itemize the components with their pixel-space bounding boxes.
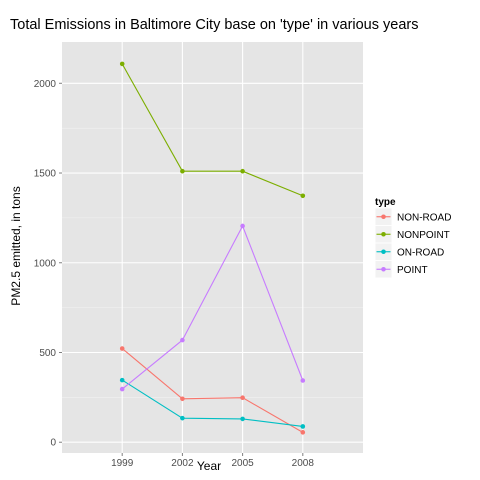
legend-label-nonpoint: NONPOINT: [397, 230, 450, 241]
legend-marker-non-road: [381, 214, 386, 220]
y-tick-label: 1500: [34, 169, 57, 180]
series-line-nonpoint: [121, 63, 304, 197]
legend-marker-on-road: [381, 249, 386, 255]
series-line-point: [121, 224, 304, 390]
data-point-nonpoint: [240, 168, 245, 174]
y-axis: 0 500 1000 1500 2000: [34, 79, 62, 449]
y-tick-label: 1000: [34, 258, 57, 269]
y-tick-label: 0: [50, 438, 56, 449]
y-tick-label: 2000: [34, 79, 57, 90]
chart-title: Total Emissions in Baltimore City base o…: [10, 17, 419, 33]
y-axis-title: PM2.5 emitted, in tons: [9, 186, 23, 305]
data-point-non-road: [119, 346, 125, 351]
data-point-point: [180, 337, 185, 343]
legend-label-on-road: ON-ROAD: [397, 247, 444, 258]
x-axis-title: Year: [197, 459, 221, 473]
data-point-non-road: [300, 430, 306, 435]
major-gridlines: [62, 42, 363, 453]
data-point-on-road: [300, 424, 306, 429]
legend-label-non-road: NON-ROAD: [397, 212, 451, 223]
legend: type NON-ROAD NONPOINT ON-ROAD POINT: [374, 197, 451, 279]
data-point-point: [240, 223, 245, 229]
x-tick-label: 2005: [231, 458, 254, 469]
x-axis: 1999 2002 2005 2008: [111, 453, 314, 469]
y-tick-label: 500: [39, 348, 56, 359]
data-point-nonpoint: [119, 61, 125, 67]
series-points: [119, 61, 306, 435]
series-line-on-road: [121, 379, 303, 427]
series-lines: [121, 63, 304, 433]
data-point-non-road: [240, 395, 245, 401]
legend-marker-nonpoint: [381, 231, 386, 237]
data-point-point: [119, 386, 125, 392]
legend-label-point: POINT: [397, 265, 428, 276]
series-line-non-road: [121, 348, 304, 433]
data-point-on-road: [180, 415, 185, 421]
x-tick-label: 1999: [111, 458, 134, 469]
plot-panel: [62, 42, 363, 453]
data-point-point: [300, 378, 306, 383]
data-point-on-road: [119, 377, 125, 383]
data-point-nonpoint: [300, 193, 306, 199]
data-point-on-road: [240, 416, 245, 422]
x-tick-label: 2002: [171, 458, 194, 469]
legend-marker-point: [381, 266, 386, 272]
x-tick-label: 2008: [292, 458, 315, 469]
data-point-non-road: [180, 396, 185, 402]
minor-gridlines: [62, 127, 363, 398]
legend-title: type: [375, 197, 396, 208]
data-point-nonpoint: [180, 168, 185, 174]
